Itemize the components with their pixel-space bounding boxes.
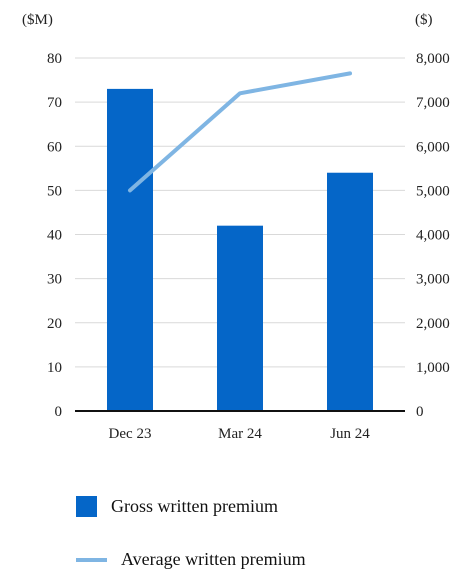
left-tick-label: 30 <box>47 272 62 288</box>
average-line <box>128 71 352 193</box>
left-tick-label: 60 <box>47 139 62 155</box>
right-tick-label: 7,000 <box>416 95 450 111</box>
legend-label-gross: Gross written premium <box>111 496 278 516</box>
right-tick-label: 1,000 <box>416 360 450 376</box>
category-label: Jun 24 <box>330 426 370 442</box>
left-tick-label: 50 <box>47 183 62 199</box>
bar <box>327 172 373 411</box>
legend-item-gross: Gross written premium <box>76 496 278 517</box>
legend-swatch-bar <box>76 496 97 517</box>
right-axis-unit: ($) <box>415 12 433 28</box>
category-label: Dec 23 <box>109 426 152 442</box>
left-tick-label: 0 <box>55 404 63 420</box>
left-tick-label: 10 <box>47 360 62 376</box>
bar <box>107 88 153 411</box>
right-tick-label: 2,000 <box>416 316 450 332</box>
right-tick-label: 4,000 <box>416 228 450 244</box>
bar <box>217 225 263 411</box>
right-tick-label: 0 <box>416 404 424 420</box>
left-tick-label: 80 <box>47 51 62 67</box>
left-tick-label: 20 <box>47 316 62 332</box>
legend-label-average: Average written premium <box>121 549 306 569</box>
legend-swatch-line <box>76 557 107 562</box>
right-tick-label: 8,000 <box>416 51 450 67</box>
axes: 0 0 10 1,000 20 2,000 30 3,000 40 4,000 50 5,000 60 6… <box>47 51 450 442</box>
legend-item-average: Average written premium <box>76 549 306 570</box>
right-tick-label: 6,000 <box>416 139 450 155</box>
bars <box>107 88 373 411</box>
chart: 0 0 10 1,000 20 2,000 30 3,000 40 4,000 50 5,000 60 6… <box>22 12 450 442</box>
left-tick-label: 40 <box>47 228 62 244</box>
right-tick-label: 5,000 <box>416 183 450 199</box>
left-axis-unit: ($M) <box>22 12 53 28</box>
left-tick-label: 70 <box>47 95 62 111</box>
right-tick-label: 3,000 <box>416 272 450 288</box>
category-label: Mar 24 <box>218 426 262 442</box>
line-series <box>128 71 352 193</box>
